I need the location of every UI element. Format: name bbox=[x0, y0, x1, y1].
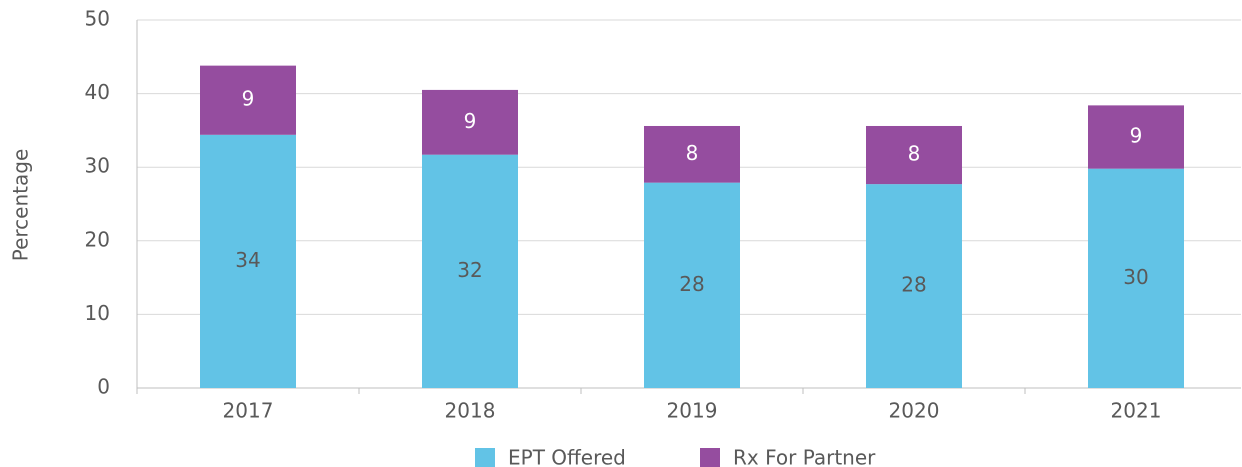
bar-segment bbox=[1088, 105, 1184, 169]
x-tick-label: 2020 bbox=[889, 399, 940, 423]
data-label: 28 bbox=[679, 272, 704, 296]
data-label: 9 bbox=[242, 87, 255, 111]
x-tick-label: 2021 bbox=[1111, 399, 1162, 423]
bar-segment bbox=[200, 65, 296, 135]
legend-swatch bbox=[700, 448, 720, 467]
bar-segment bbox=[422, 154, 518, 388]
data-label: 8 bbox=[686, 141, 699, 165]
y-axis-label: Percentage bbox=[9, 149, 33, 262]
bar-segment bbox=[644, 125, 740, 183]
y-tick-label: 40 bbox=[85, 80, 110, 104]
bar-segment bbox=[200, 134, 296, 388]
data-label: 28 bbox=[901, 273, 926, 297]
y-tick-label: 0 bbox=[97, 375, 110, 399]
y-tick-label: 50 bbox=[85, 7, 110, 31]
data-label: 30 bbox=[1123, 265, 1148, 289]
y-tick-label: 30 bbox=[85, 154, 110, 178]
data-label: 34 bbox=[235, 248, 260, 272]
data-label: 32 bbox=[457, 258, 482, 282]
bar-segment bbox=[644, 182, 740, 388]
data-label: 9 bbox=[464, 109, 477, 133]
bar-segment bbox=[866, 125, 962, 185]
bar-segment bbox=[866, 184, 962, 388]
legend-swatch bbox=[475, 448, 495, 467]
data-label: 9 bbox=[1130, 124, 1143, 148]
x-tick-label: 2017 bbox=[223, 399, 274, 423]
legend-label: Rx For Partner bbox=[733, 446, 876, 467]
x-tick-label: 2019 bbox=[667, 399, 718, 423]
bar-segment bbox=[1088, 168, 1184, 388]
bar-segment bbox=[422, 89, 518, 155]
y-tick-label: 10 bbox=[85, 301, 110, 325]
legend-label: EPT Offered bbox=[508, 446, 626, 467]
y-tick-label: 20 bbox=[85, 227, 110, 251]
data-label: 8 bbox=[908, 142, 921, 166]
x-tick-label: 2018 bbox=[445, 399, 496, 423]
